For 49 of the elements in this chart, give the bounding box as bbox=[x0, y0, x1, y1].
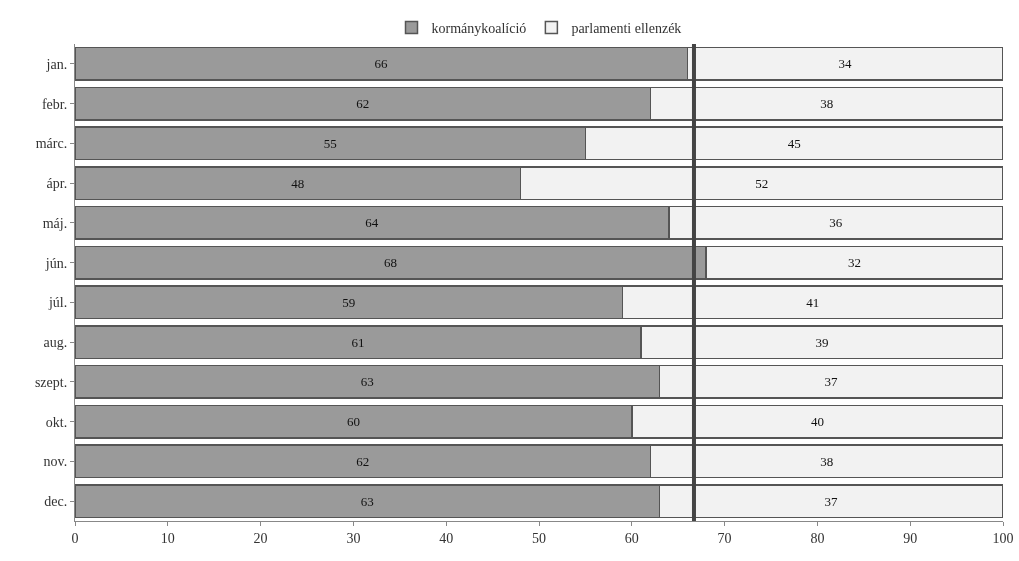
data-label: 36 bbox=[829, 215, 843, 231]
data-label: 48 bbox=[291, 175, 305, 191]
x-tick-label: 60 bbox=[624, 530, 639, 546]
y-tick-label: márc. bbox=[35, 136, 68, 152]
data-label: 61 bbox=[351, 334, 365, 350]
data-label: 34 bbox=[838, 56, 852, 72]
y-tick-label: júl. bbox=[47, 295, 68, 311]
x-tick-label: 50 bbox=[532, 530, 546, 546]
y-tick-label: máj. bbox=[42, 215, 68, 231]
y-tick-label: okt. bbox=[45, 414, 68, 430]
y-tick-label: jún. bbox=[44, 255, 68, 271]
x-tick-label: 0 bbox=[71, 530, 79, 546]
data-label: 38 bbox=[820, 96, 834, 112]
y-tick-label: febr. bbox=[41, 96, 68, 112]
data-label: 39 bbox=[815, 334, 829, 350]
x-tick-label: 100 bbox=[992, 530, 1014, 546]
data-label: 60 bbox=[346, 414, 360, 430]
data-label: 66 bbox=[374, 56, 388, 72]
x-tick-label: 10 bbox=[160, 530, 175, 546]
y-tick-label: ápr. bbox=[46, 176, 68, 192]
x-tick-label: 90 bbox=[903, 530, 918, 546]
data-label: 41 bbox=[806, 294, 820, 310]
x-tick-label: 70 bbox=[717, 530, 732, 546]
data-label: 62 bbox=[356, 96, 370, 112]
data-label: 45 bbox=[787, 135, 801, 151]
data-label: 37 bbox=[824, 374, 839, 390]
data-label: 55 bbox=[323, 135, 337, 151]
data-label: 63 bbox=[360, 493, 374, 509]
data-label: 68 bbox=[384, 255, 398, 271]
x-tick-label: 20 bbox=[253, 530, 268, 546]
data-label: 40 bbox=[810, 414, 824, 430]
data-label: 59 bbox=[342, 294, 356, 310]
data-label: 38 bbox=[820, 453, 834, 469]
y-tick-label: aug. bbox=[43, 335, 68, 351]
x-tick-label: 80 bbox=[810, 530, 825, 546]
data-label: 52 bbox=[755, 175, 769, 191]
y-tick-label: szept. bbox=[34, 374, 68, 390]
data-label: 63 bbox=[360, 374, 374, 390]
y-tick-label: dec. bbox=[44, 494, 68, 510]
data-label: 64 bbox=[365, 215, 379, 231]
y-tick-label: nov. bbox=[43, 454, 68, 470]
legend-label: parlamenti ellenzék bbox=[571, 21, 682, 37]
data-label: 37 bbox=[824, 493, 839, 509]
y-tick-label: jan. bbox=[45, 56, 68, 72]
legend-label: kormánykoalíció bbox=[431, 21, 527, 37]
data-label: 62 bbox=[356, 453, 370, 469]
x-tick-label: 30 bbox=[346, 530, 361, 546]
data-label: 32 bbox=[848, 255, 862, 271]
x-tick-label: 40 bbox=[439, 530, 454, 546]
